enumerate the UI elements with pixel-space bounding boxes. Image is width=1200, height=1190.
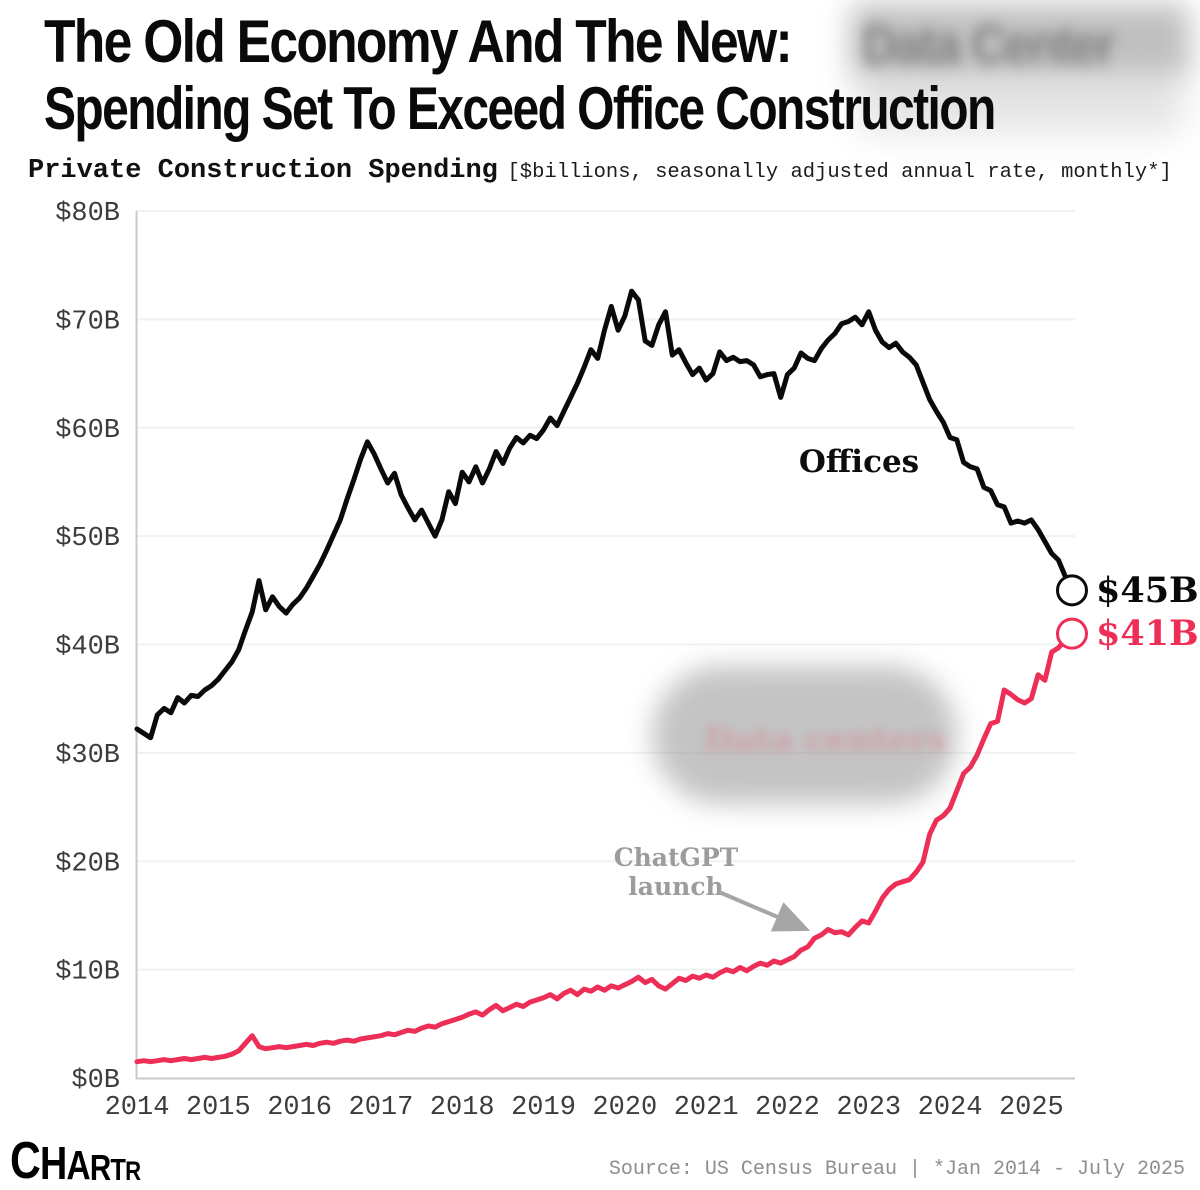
x-tick-label: 2023 bbox=[836, 1093, 901, 1123]
page-title: The Old Economy And The New: Spending Se… bbox=[44, 8, 1200, 142]
redacted-series-label-blur bbox=[652, 666, 957, 804]
title-line-2: Spending Set To Exceed Office Constructi… bbox=[44, 75, 996, 142]
y-tick-label: $10B bbox=[55, 958, 120, 988]
x-tick-label: 2017 bbox=[349, 1093, 414, 1123]
logo-letter: R bbox=[89, 1146, 111, 1188]
x-tick-label: 2025 bbox=[999, 1093, 1064, 1123]
series-datacenters-line bbox=[134, 631, 1075, 1065]
y-tick-label: $0B bbox=[71, 1066, 120, 1096]
logo-letter: A bbox=[66, 1142, 90, 1189]
x-tick-label: 2022 bbox=[755, 1093, 820, 1123]
x-tick-label: 2018 bbox=[430, 1093, 495, 1123]
logo-letter: R bbox=[125, 1155, 141, 1186]
x-tick-label: 2016 bbox=[267, 1093, 332, 1123]
datacenters-endpoint-marker bbox=[1056, 617, 1088, 650]
redacted-title-ghost-text: Data Center bbox=[862, 13, 1115, 76]
annotation-line-2: launch bbox=[628, 872, 724, 901]
source-credit: Source: US Census Bureau | *Jan 2014 - J… bbox=[608, 1158, 1185, 1181]
chatgpt-launch-annotation: ChatGPT launch bbox=[594, 843, 758, 901]
subtitle-note: [$billions, seasonally adjusted annual r… bbox=[507, 161, 1172, 184]
series-offices-line bbox=[134, 288, 1075, 741]
offices-endpoint-marker bbox=[1056, 574, 1088, 607]
subtitle-bold: Private Construction Spending bbox=[28, 156, 498, 186]
redacted-title-blur bbox=[850, 4, 1190, 76]
datacenters-end-value-label: $41B bbox=[1096, 613, 1199, 654]
x-tick-label: 2014 bbox=[105, 1093, 170, 1123]
x-tick-label: 2024 bbox=[918, 1093, 983, 1123]
offices-end-value-label: $45B bbox=[1096, 570, 1199, 611]
x-tick-label: 2021 bbox=[674, 1093, 739, 1123]
y-tick-label: $50B bbox=[55, 524, 120, 554]
y-tick-label: $70B bbox=[55, 307, 120, 337]
annotation-arrow-icon bbox=[718, 890, 811, 932]
x-tick-label: 2015 bbox=[186, 1093, 251, 1123]
y-tick-label: $20B bbox=[55, 849, 120, 879]
chart-subtitle: Private Construction Spending [$billions… bbox=[28, 156, 1172, 186]
y-tick-label: $60B bbox=[55, 416, 120, 446]
x-tick-label: 2019 bbox=[511, 1093, 576, 1123]
title-line-1: The Old Economy And The New: bbox=[44, 8, 793, 75]
logo-letter: T bbox=[110, 1151, 126, 1187]
redacted-series-label-ghost-text: Data centers bbox=[704, 720, 947, 760]
y-tick-label: $40B bbox=[55, 633, 120, 663]
logo-letter: C bbox=[10, 1132, 41, 1190]
y-tick-label: $30B bbox=[55, 741, 120, 771]
y-tick-label: $80B bbox=[55, 199, 120, 229]
logo-letter: H bbox=[39, 1137, 67, 1190]
redacted-title-blur-haze bbox=[858, 66, 1184, 132]
annotation-line-1: ChatGPT bbox=[613, 843, 739, 872]
x-tick-label: 2020 bbox=[592, 1093, 657, 1123]
offices-series-label: Offices bbox=[798, 444, 920, 480]
